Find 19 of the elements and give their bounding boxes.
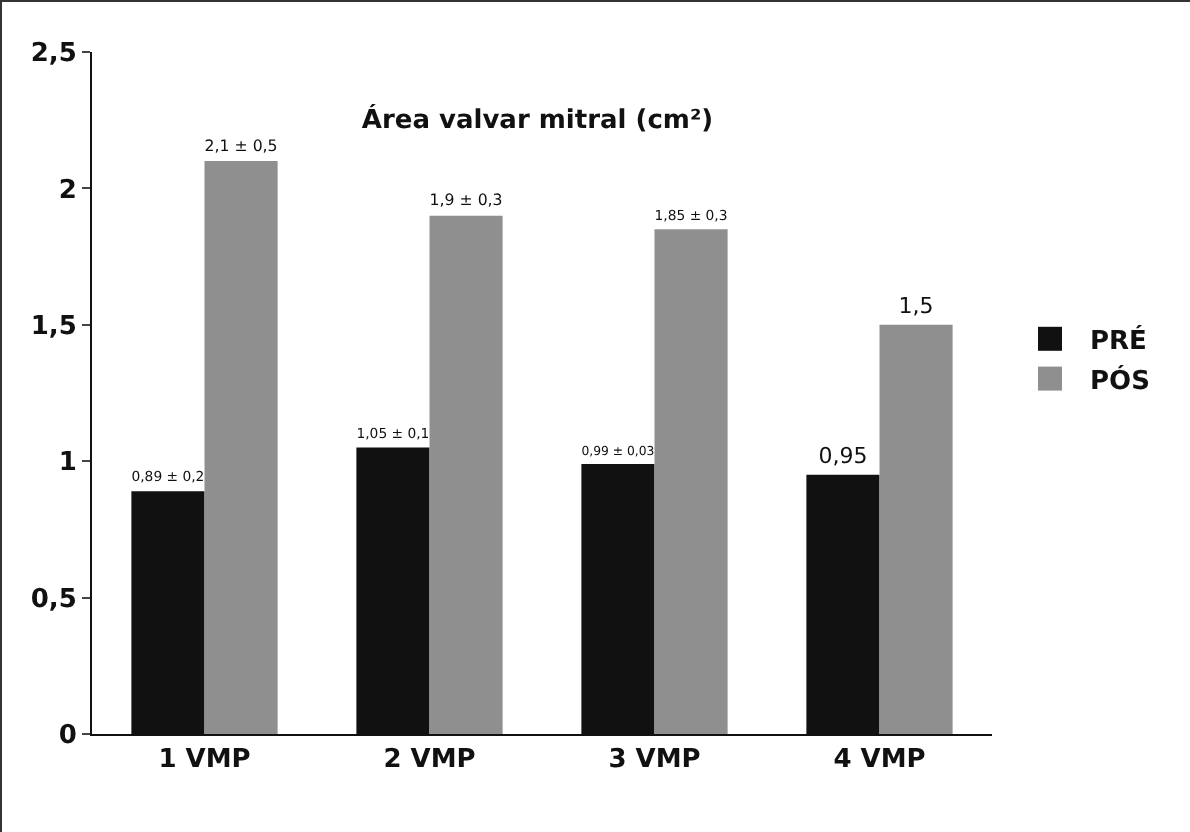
bar [654,229,728,734]
bar [204,161,278,734]
data-label: 1,5 [898,292,934,319]
data-label: 0,95 [818,442,868,469]
x-tick-label: 2 VMP [383,745,476,776]
bar [429,215,503,734]
y-tick-label: 1,5 [30,311,77,342]
bar [879,324,953,734]
y-tick-label: 2,5 [30,39,77,70]
y-tick-label: 1 [58,448,77,479]
legend-label: PRÉ [1090,322,1147,357]
y-tick-label: 0,5 [30,584,77,615]
y-tick-label: 2 [58,175,77,206]
x-tick-label: 3 VMP [608,745,701,776]
x-tick-label: 4 VMP [833,745,926,776]
text: Área valvar mitral (cm²) [361,102,714,137]
y-tick-label: 0 [58,721,77,752]
x-tick-label: 1 VMP [158,745,251,776]
legend-label: PÓS [1090,362,1150,397]
